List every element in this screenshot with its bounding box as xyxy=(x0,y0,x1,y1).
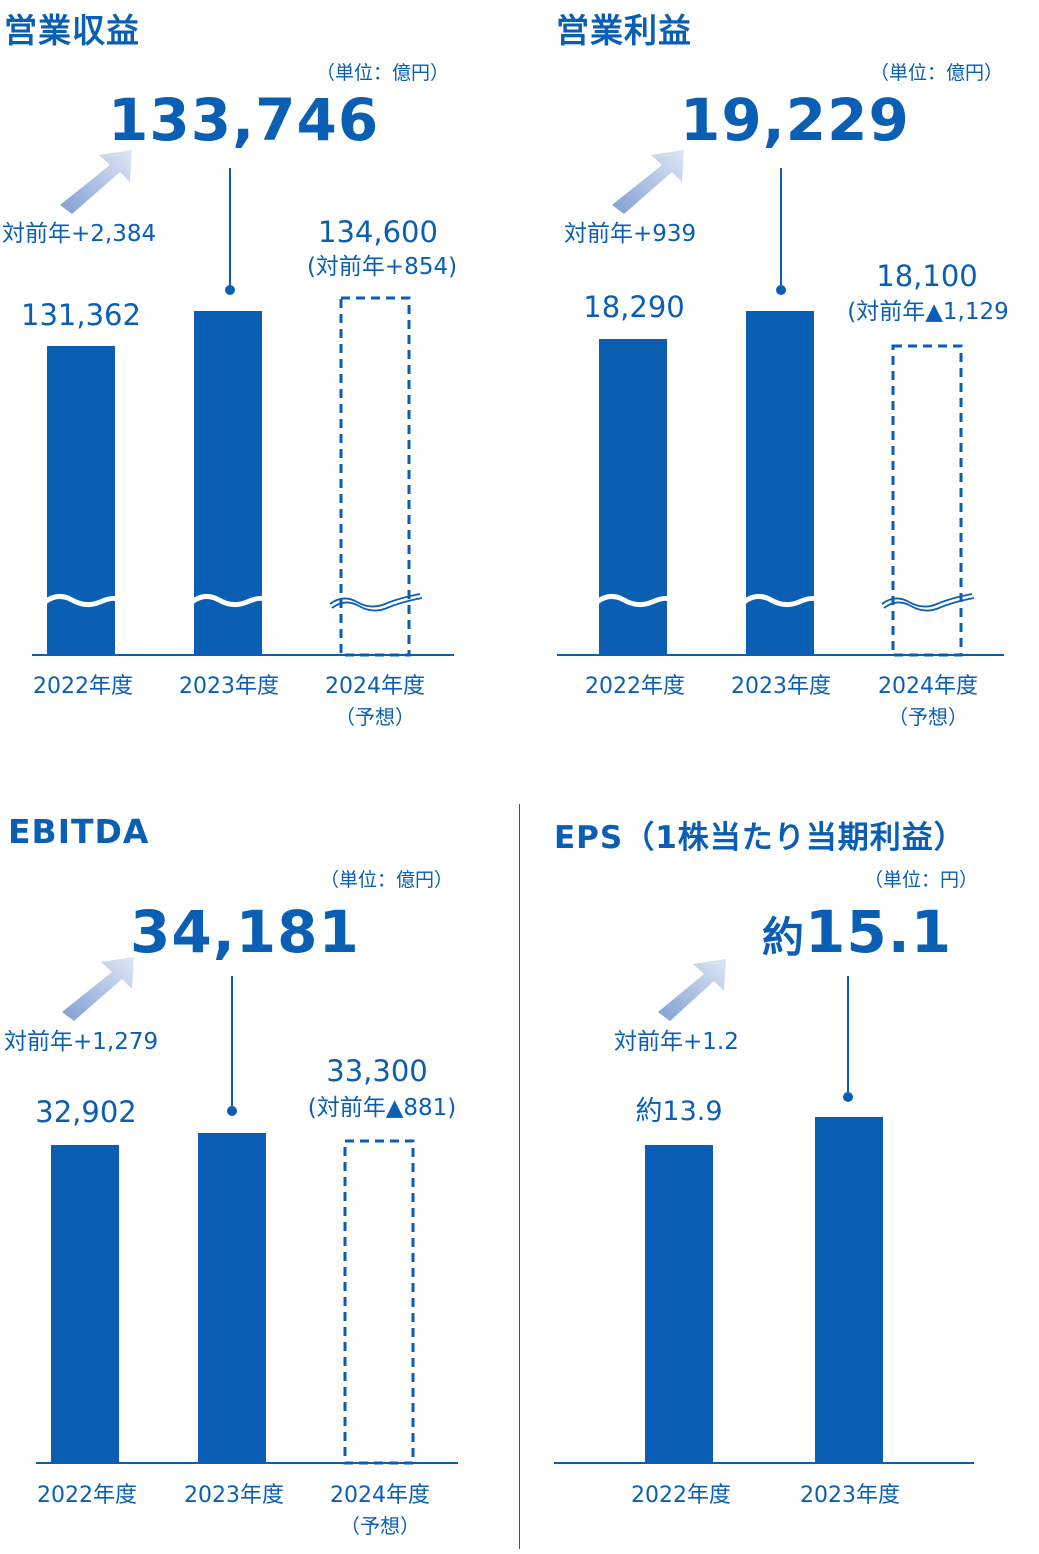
axis-break-mark xyxy=(331,597,423,612)
unit-label: （単位：億円） xyxy=(870,62,1004,84)
category-label: 2023年度 xyxy=(731,674,831,699)
headline-leader-dot xyxy=(227,1106,237,1116)
bar-chart: 131,362 134,600 (対前年+854) 2022年度 2023年度 … xyxy=(21,150,457,729)
headline-value: 133,746 xyxy=(108,86,379,154)
forecast-note: (対前年▲881) xyxy=(308,1095,457,1121)
bar-2023 xyxy=(198,1133,266,1463)
unit-label: （単位：円） xyxy=(864,869,979,891)
bar-chart: 18,290 18,100 (対前年▲1,129 2022年度 2023年度 2… xyxy=(557,150,1009,729)
axis-break-mark xyxy=(43,594,120,608)
headline-number: 19,229 xyxy=(680,86,910,154)
headline-leader-dot xyxy=(225,285,235,295)
chart-panel-operating-revenue: 営業収益 （単位：億円） 133,746 対前年+2,384 131,362 1… xyxy=(0,0,519,760)
category-label: 2024年度 xyxy=(330,1483,430,1508)
category-label: 2023年度 xyxy=(800,1483,900,1508)
bar-2023 xyxy=(815,1117,883,1463)
category-label: 2022年度 xyxy=(33,674,133,699)
category-label: （予想） xyxy=(340,1514,420,1538)
growth-arrow-icon xyxy=(612,150,684,214)
axis-break-mark xyxy=(190,594,267,608)
chart-panel-eps: EPS（1株当たり当期利益） （単位：円） 約15.1 対前年+1.2 約13.… xyxy=(552,800,1039,1554)
bar-2022 xyxy=(47,346,115,655)
headline-number: 34,181 xyxy=(130,898,360,966)
chart-panel-operating-profit: 営業利益 （単位：億円） 19,229 対前年+939 18,290 18,10… xyxy=(552,0,1039,760)
axis-break-mark xyxy=(329,593,421,608)
headline-value: 19,229 xyxy=(680,86,910,154)
value-label: 18,100 xyxy=(876,259,977,293)
headline-leader-dot xyxy=(776,285,786,295)
bar-2024-forecast xyxy=(343,1139,415,1465)
headline-leader-dot xyxy=(843,1092,853,1102)
bar-2022 xyxy=(645,1145,713,1463)
category-label: 2022年度 xyxy=(585,674,685,699)
chart-title: 営業収益 xyxy=(4,11,140,50)
value-label: 32,902 xyxy=(35,1095,136,1129)
yoy-diff-label: 対前年+1,279 xyxy=(4,1029,159,1055)
unit-label: （単位：億円） xyxy=(316,62,450,84)
bar-2022 xyxy=(599,339,667,655)
axis-break-mark xyxy=(883,597,975,612)
category-label: 2022年度 xyxy=(37,1483,137,1508)
axis-break-mark xyxy=(742,594,819,608)
headline-value: 34,181 xyxy=(130,898,360,966)
bar-2024-forecast xyxy=(339,296,411,657)
category-label: 2023年度 xyxy=(179,674,279,699)
headline-number: 15.1 xyxy=(805,898,953,966)
category-label: （予想） xyxy=(888,705,968,729)
chart-title: 営業利益 xyxy=(556,11,692,50)
bar-chart: 約13.9 2022年度 2023年度 xyxy=(554,959,974,1508)
headline-number: 133,746 xyxy=(108,86,380,154)
chart-title: EBITDA xyxy=(8,812,150,851)
axis-break-mark xyxy=(881,593,973,608)
axis-break-mark xyxy=(595,594,672,608)
yoy-diff-label: 対前年+2,384 xyxy=(2,221,157,247)
bar-2024-forecast xyxy=(891,344,963,657)
chart-title: EPS（1株当たり当期利益） xyxy=(554,820,966,856)
category-label: 2024年度 xyxy=(878,674,978,699)
category-label: 2023年度 xyxy=(184,1483,284,1508)
unit-label: （単位：億円） xyxy=(320,869,454,891)
bar-2022 xyxy=(51,1145,119,1463)
growth-arrow-icon xyxy=(62,957,134,1021)
forecast-note: (対前年▲1,129 xyxy=(847,299,1009,325)
forecast-note: (対前年+854) xyxy=(307,254,457,280)
bar-chart: 32,902 33,300 (対前年▲881) 2022年度 2023年度 20… xyxy=(35,957,458,1538)
category-label: 2024年度 xyxy=(325,674,425,699)
headline-value: 約15.1 xyxy=(762,898,952,966)
value-label: 33,300 xyxy=(326,1054,427,1088)
category-label: （予想） xyxy=(335,705,415,729)
category-label: 2022年度 xyxy=(631,1483,731,1508)
value-label: 約13.9 xyxy=(635,1096,722,1127)
panel-divider xyxy=(519,804,520,1549)
growth-arrow-icon xyxy=(60,150,132,214)
chart-panel-ebitda: EBITDA （単位：億円） 34,181 対前年+1,279 32,902 3… xyxy=(0,800,519,1554)
value-label: 131,362 xyxy=(21,298,141,332)
growth-arrow-icon xyxy=(658,959,726,1021)
yoy-diff-label: 対前年+939 xyxy=(564,221,697,247)
headline-prefix: 約 xyxy=(762,913,806,962)
value-label: 18,290 xyxy=(583,290,684,324)
yoy-diff-label: 対前年+1.2 xyxy=(614,1029,739,1055)
value-label: 134,600 xyxy=(318,215,438,249)
